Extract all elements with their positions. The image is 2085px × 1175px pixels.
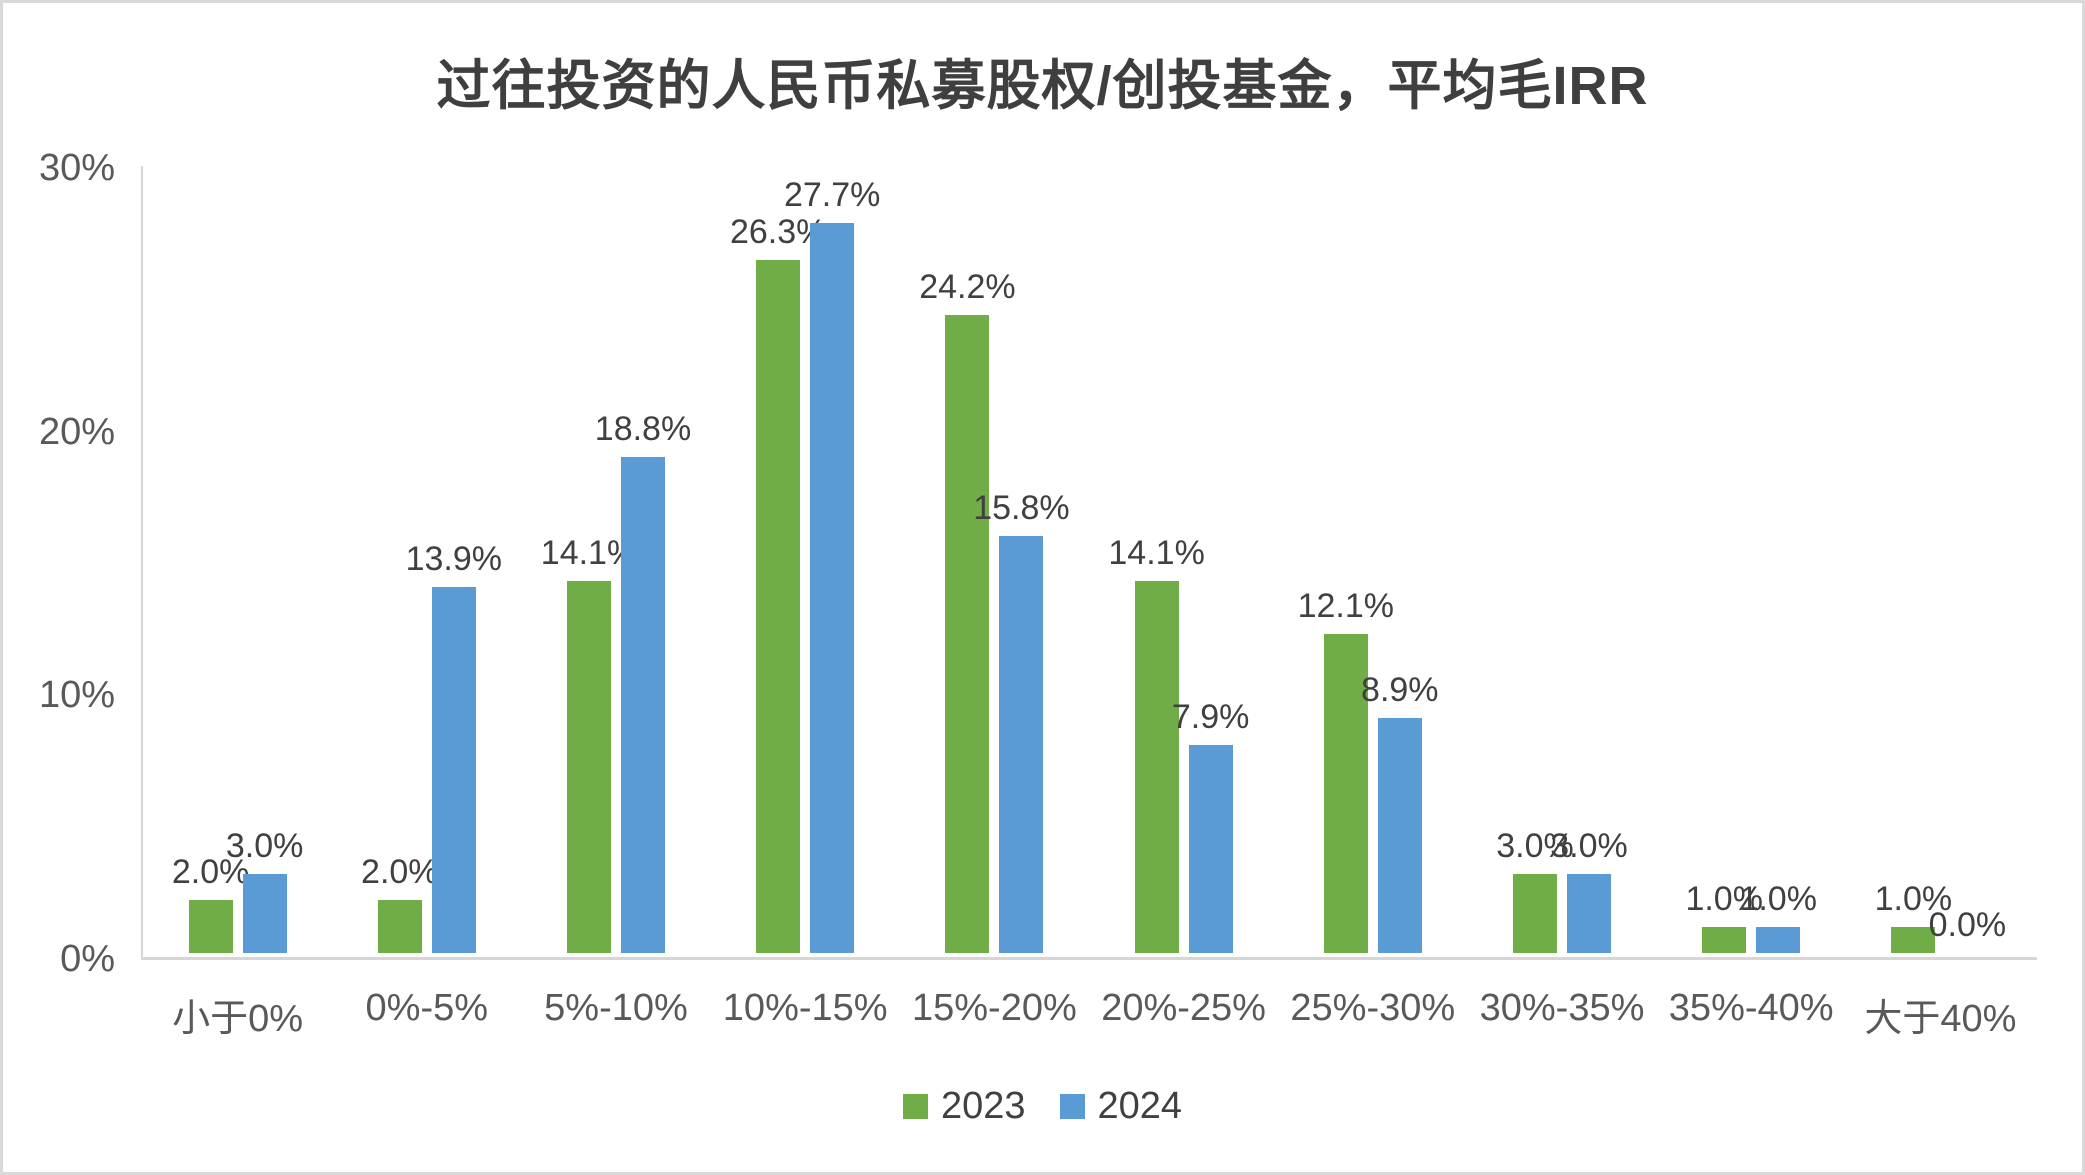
- legend-swatch-icon: [1059, 1094, 1085, 1119]
- x-axis-category-label: 10%-15%: [722, 987, 888, 1029]
- bar-2024: [1756, 927, 1801, 953]
- y-axis-line: [141, 166, 143, 959]
- data-label-2023: 12.1%: [1297, 587, 1394, 625]
- data-label-2024: 3.0%: [1550, 827, 1628, 865]
- data-label-2023: 24.2%: [919, 268, 1016, 306]
- bar-2024: [242, 874, 287, 953]
- legend-item-2024: 2024: [1059, 1085, 1183, 1128]
- data-label-2024: 7.9%: [1171, 698, 1250, 736]
- data-label-2023: 1.0%: [1874, 880, 1953, 918]
- bar-2023: [756, 260, 801, 953]
- x-axis-category-label: 大于40%: [1864, 998, 2017, 1040]
- y-axis-tick-label: 30%: [38, 147, 115, 189]
- bar-2023: [377, 900, 422, 953]
- bar-2023: [1323, 634, 1368, 953]
- x-axis-category-label: 5%-10%: [544, 987, 688, 1029]
- legend-label: 2023: [940, 1085, 1026, 1127]
- legend-item-2023: 2023: [902, 1085, 1026, 1128]
- bar-2023: [1134, 581, 1179, 953]
- data-label-2023: 14.1%: [1108, 534, 1205, 572]
- legend-label: 2024: [1097, 1085, 1183, 1127]
- bar-2024: [431, 587, 476, 953]
- y-axis-tick-label: 20%: [38, 410, 115, 453]
- data-label-2024: 18.8%: [594, 410, 692, 448]
- bar-2024: [999, 536, 1044, 953]
- x-axis-category-label: 25%-30%: [1290, 987, 1456, 1029]
- data-label-2023: 2.0%: [171, 853, 250, 891]
- data-label-2024: 0.0%: [1928, 906, 2007, 944]
- x-axis-category-label: 0%-5%: [365, 987, 489, 1029]
- bar-2024: [1188, 745, 1233, 953]
- data-label-2024: 27.7%: [783, 176, 881, 214]
- x-axis-line: [141, 957, 2037, 960]
- x-axis-category-label: 15%-20%: [912, 987, 1077, 1029]
- x-axis-category-label: 20%-25%: [1101, 987, 1266, 1029]
- data-label-2023: 1.0%: [1685, 880, 1763, 918]
- bar-2024: [810, 223, 855, 953]
- data-label-2024: 3.0%: [225, 827, 304, 865]
- x-axis-category-label: 小于0%: [172, 998, 304, 1040]
- data-label-2024: 8.9%: [1361, 671, 1439, 709]
- bar-2023: [567, 581, 611, 953]
- y-axis-tick-label: 10%: [38, 674, 115, 717]
- bar-2023: [1702, 927, 1747, 953]
- bar-2023: [1513, 874, 1557, 953]
- bar-2023: [945, 315, 990, 953]
- legend: 2023 2024: [3, 1085, 2082, 1128]
- x-axis-category-label: 35%-40%: [1668, 987, 1834, 1029]
- data-label-2023: 3.0%: [1496, 827, 1574, 865]
- bar-2023: [1891, 927, 1936, 953]
- legend-swatch-icon: [902, 1094, 928, 1119]
- data-label-2023: 2.0%: [361, 853, 439, 891]
- bar-2024: [621, 457, 665, 953]
- x-axis-category-label: 30%-35%: [1479, 987, 1645, 1029]
- data-label-2024: 1.0%: [1739, 880, 1817, 918]
- bar-2023: [188, 900, 233, 953]
- y-axis-tick-label: 0%: [60, 938, 115, 980]
- data-label-2024: 15.8%: [973, 489, 1070, 527]
- data-label-2024: 13.9%: [405, 540, 502, 578]
- chart-title: 过往投资的人民币私募股权/创投基金，平均毛IRR: [436, 56, 1649, 116]
- bar-2024: [1377, 718, 1422, 953]
- bar-2024: [1567, 874, 1611, 953]
